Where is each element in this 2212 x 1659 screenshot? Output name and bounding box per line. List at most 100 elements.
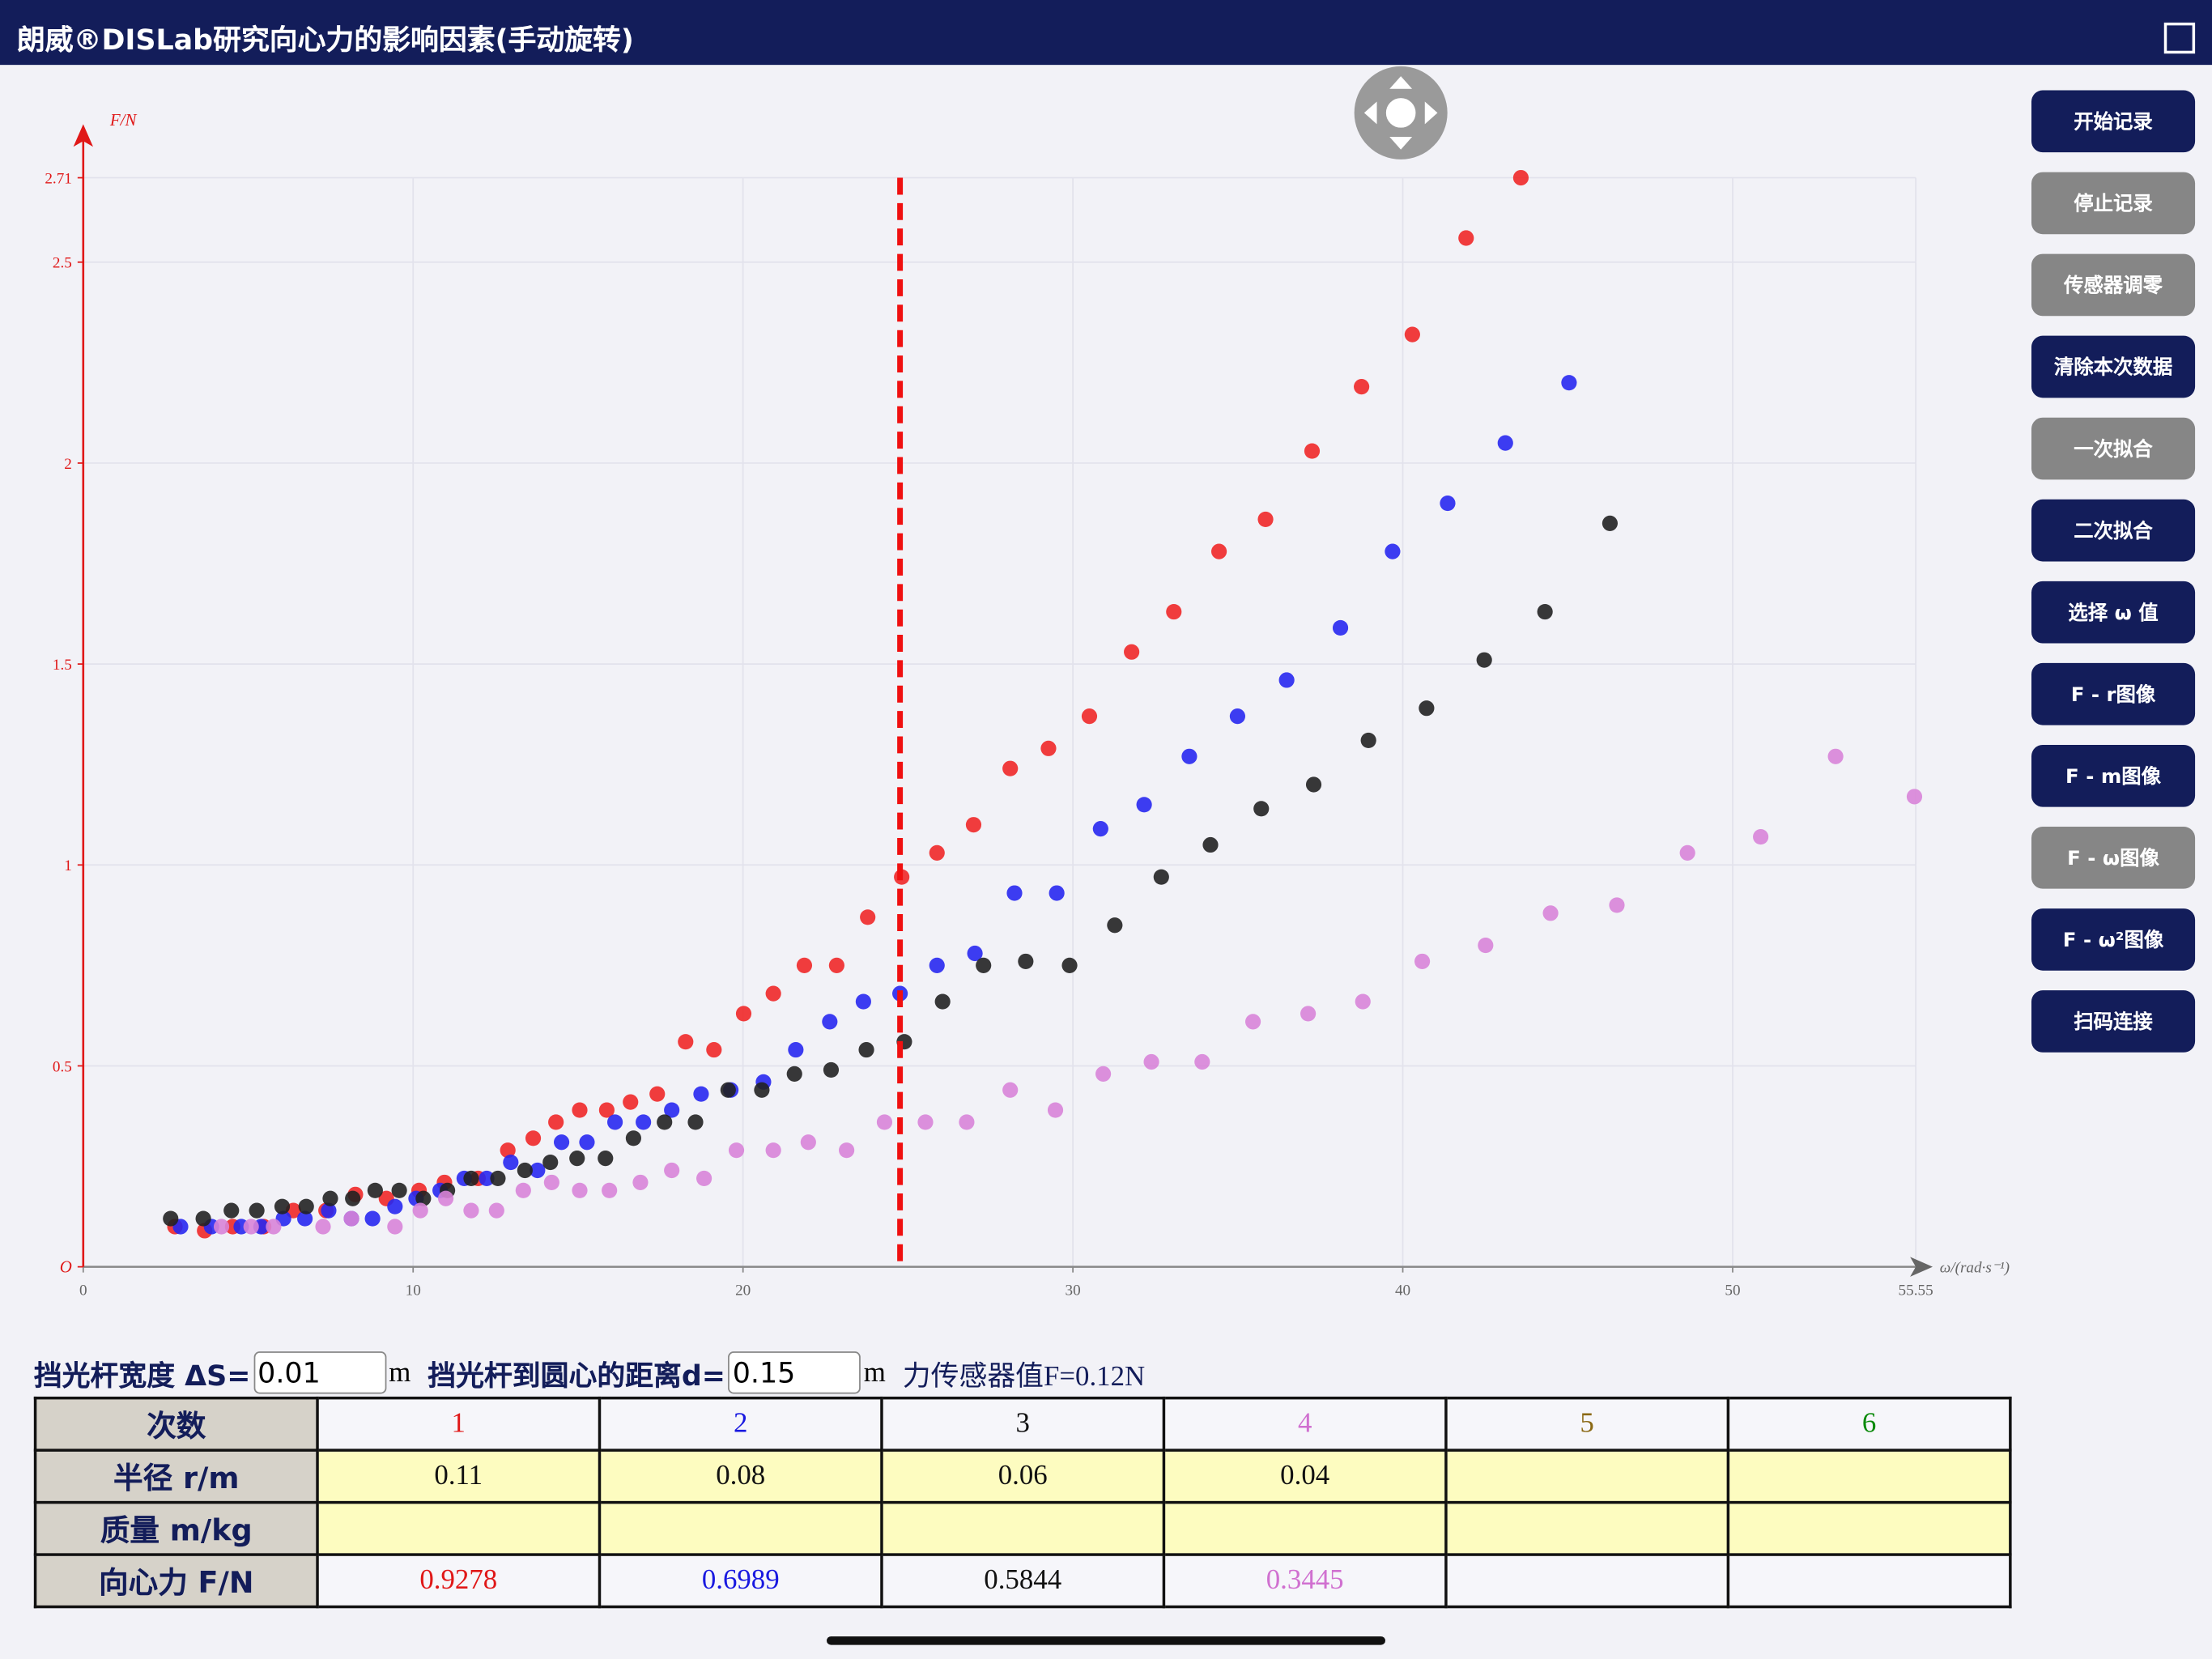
- cell: [1444, 1500, 1730, 1556]
- y-tick-label: 1: [64, 857, 72, 874]
- point: [1458, 230, 1474, 246]
- x-tick-label: 40: [1395, 1282, 1410, 1299]
- y-axis-arrow: [73, 124, 93, 147]
- point: [664, 1102, 680, 1118]
- point: [223, 1202, 240, 1219]
- button[interactable]: 选择 ω 值: [2031, 581, 2196, 644]
- button[interactable]: 一次拟合: [2031, 417, 2196, 480]
- point: [625, 1130, 641, 1146]
- cell: 0.9278: [316, 1553, 602, 1609]
- point: [1253, 801, 1270, 817]
- point: [266, 1219, 282, 1235]
- point: [490, 1170, 506, 1187]
- button[interactable]: F - m图像: [2031, 744, 2196, 807]
- point: [572, 1102, 588, 1118]
- point: [917, 1114, 934, 1130]
- label: 挡光杆宽度 ΔS=: [33, 1358, 251, 1392]
- cell: 1: [316, 1396, 602, 1452]
- point: [249, 1202, 265, 1219]
- point: [1679, 844, 1695, 861]
- point: [1827, 748, 1844, 764]
- point: [297, 1210, 313, 1227]
- button[interactable]: 传感器调零: [2031, 253, 2196, 317]
- width-input[interactable]: [253, 1351, 386, 1394]
- point: [657, 1114, 673, 1130]
- point: [1081, 708, 1098, 725]
- button[interactable]: F - r图像: [2031, 662, 2196, 725]
- y-tick-label: 1.5: [53, 657, 72, 674]
- y-tick-label: 0.5: [53, 1058, 72, 1075]
- y-axis-label: F/N: [109, 110, 138, 130]
- cell: 0.6989: [598, 1553, 883, 1609]
- button[interactable]: F - ω图像: [2031, 827, 2196, 889]
- button[interactable]: 清除本次数据: [2031, 335, 2196, 398]
- x-axis-arrow: [1910, 1257, 1933, 1277]
- point: [542, 1154, 559, 1171]
- point: [479, 1170, 495, 1187]
- cell: 0.5844: [880, 1553, 1166, 1609]
- force-reading: 力传感器值F=0.12N: [902, 1360, 1146, 1392]
- point: [517, 1162, 533, 1179]
- cell: 向心力 F/N: [33, 1553, 319, 1609]
- chart: F/N ω/(rad·s⁻¹) 0 10 20 30 40 50 55.55 O 0.5 1 1.5…: [45, 66, 2010, 1299]
- x-tick-label: 20: [735, 1282, 751, 1299]
- joystick-center: [1385, 96, 1418, 130]
- point: [1385, 543, 1401, 559]
- point: [530, 1162, 546, 1179]
- point: [579, 1134, 595, 1151]
- cell: 6: [1726, 1396, 2012, 1452]
- button[interactable]: 扫码连接: [2031, 990, 2196, 1053]
- point: [823, 1061, 840, 1078]
- point: [828, 957, 844, 973]
- point: [1257, 511, 1274, 528]
- point: [822, 1014, 838, 1030]
- cell: [880, 1500, 1166, 1556]
- point: [839, 1142, 855, 1159]
- row: 次数 1 2 3 4 5 6: [33, 1396, 2012, 1452]
- y-tick-label: 2.5: [53, 255, 72, 272]
- point: [1512, 169, 1529, 186]
- point: [598, 1102, 615, 1118]
- cell: 质量 m/kg: [33, 1500, 319, 1556]
- x-tick-label: 30: [1066, 1282, 1081, 1299]
- point: [463, 1170, 479, 1187]
- point: [636, 1114, 652, 1130]
- point: [298, 1198, 314, 1214]
- button[interactable]: 开始记录: [2031, 90, 2196, 153]
- point: [976, 957, 992, 973]
- point: [765, 1142, 781, 1159]
- unit: m: [863, 1356, 886, 1388]
- x-tick-label: 50: [1725, 1282, 1740, 1299]
- header: 朗威®DISLab研究向心力的影响因素(手动旋转): [0, 0, 2212, 66]
- point: [967, 945, 983, 962]
- x-tick-label: 10: [406, 1282, 421, 1299]
- point: [488, 1202, 504, 1219]
- point: [765, 985, 781, 1002]
- row: 质量 m/kg: [33, 1500, 2012, 1556]
- point: [1002, 1082, 1019, 1098]
- point: [1355, 993, 1371, 1010]
- y-tick-label: O: [60, 1257, 72, 1277]
- point: [1181, 748, 1197, 764]
- point: [788, 1042, 804, 1058]
- point: [720, 1082, 736, 1098]
- y-tick-label: 2.71: [45, 171, 72, 188]
- button[interactable]: 二次拟合: [2031, 499, 2196, 562]
- x-axis-label: ω/(rad·s⁻¹): [1940, 1260, 2010, 1277]
- button[interactable]: F - ω²图像: [2031, 908, 2196, 971]
- point: [412, 1202, 428, 1219]
- cell: 0.08: [598, 1448, 883, 1504]
- point: [1542, 905, 1559, 921]
- point: [929, 844, 945, 861]
- point: [1211, 543, 1227, 559]
- distance-input[interactable]: [728, 1351, 861, 1394]
- point: [1440, 495, 1456, 512]
- row: 半径 r/m 0.11 0.08 0.06 0.04: [33, 1448, 2012, 1504]
- cell: 2: [598, 1396, 883, 1452]
- y-tick-label: 2: [64, 456, 72, 473]
- point: [696, 1170, 713, 1187]
- button[interactable]: 停止记录: [2031, 172, 2196, 235]
- close-button[interactable]: [2163, 22, 2196, 54]
- label: 挡光杆到圆心的距离d=: [428, 1358, 726, 1392]
- point: [664, 1162, 680, 1179]
